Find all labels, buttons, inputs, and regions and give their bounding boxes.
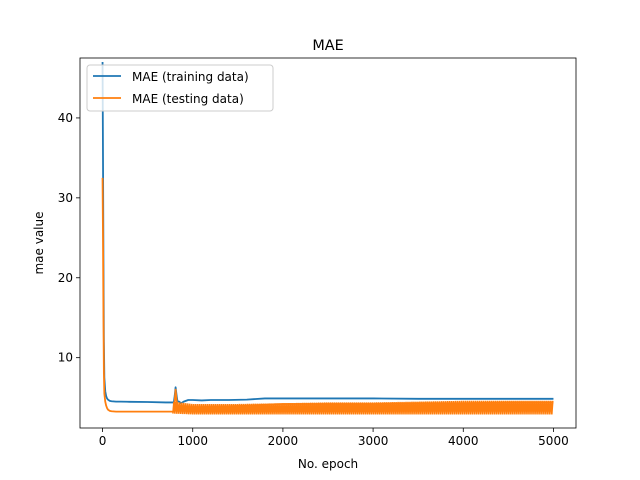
x-tick-label: 2000 [268,434,299,448]
legend-label-testing: MAE (testing data) [132,92,244,106]
chart-title: MAE [312,38,343,54]
legend: MAE (training data) MAE (testing data) [86,64,274,112]
legend-label-training: MAE (training data) [132,70,249,84]
x-tick-label: 1000 [177,434,208,448]
axes-frame [79,57,577,429]
legend-box [86,64,274,112]
x-axis-ticks: 0 1000 2000 3000 4000 5000 [99,428,569,448]
plot-area [79,57,577,429]
x-tick-label: 0 [99,434,107,448]
y-axis-label: mae value [32,211,46,274]
y-tick-label: 40 [58,111,73,125]
y-tick-label: 10 [58,351,73,365]
series-2-line [101,177,554,413]
series-layer [101,61,554,415]
y-tick-label: 20 [58,271,73,285]
y-axis-ticks: 10 20 30 40 [58,111,80,365]
x-axis-label: No. epoch [298,457,358,471]
y-tick-label: 30 [58,191,73,205]
x-tick-label: 4000 [448,434,479,448]
x-tick-label: 3000 [358,434,389,448]
x-tick-label: 5000 [538,434,569,448]
